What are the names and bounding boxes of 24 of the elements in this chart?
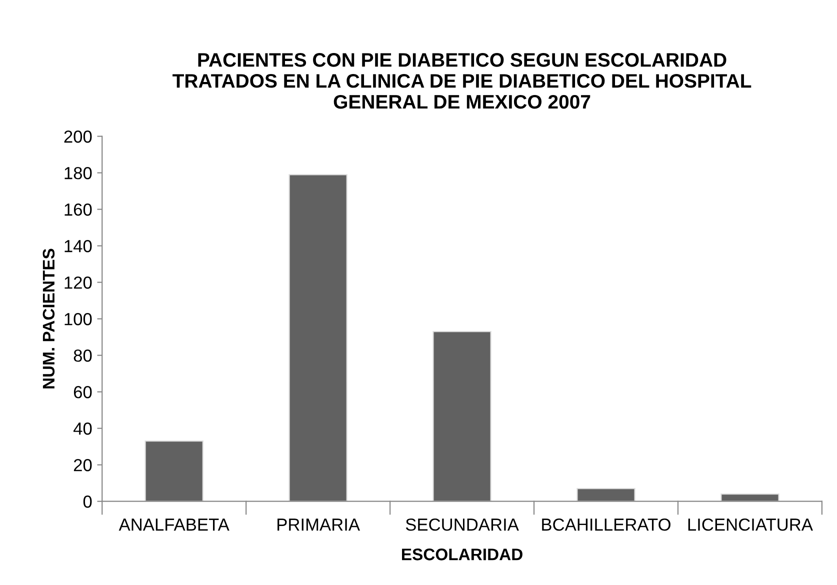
y-tick-label: 180	[64, 166, 92, 180]
y-tick-label: 200	[64, 130, 92, 143]
y-tick-label: 120	[64, 276, 92, 289]
bar	[432, 331, 492, 502]
bar	[576, 488, 636, 502]
y-tick-label: 80	[74, 349, 92, 362]
y-tick-label: 140	[64, 240, 92, 252]
x-tick-label: PRIMARIA	[278, 518, 360, 531]
y-tick-label: 160	[64, 203, 92, 216]
bar	[144, 440, 204, 502]
chart-title: PACIENTES CON PIE DIABETICO SEGUN ESCOLARIDAD TRATADOS EN LA CLINICA DE PIE DIABETICO DEL HOSPITAL GENERAL DE MEXICO 2007	[172, 53, 752, 109]
y-tick-label: 20	[74, 459, 92, 472]
x-axis-title: ESCOLARIDAD	[402, 548, 522, 560]
y-axis-title: NUM. PACIENTES	[42, 248, 55, 388]
x-tick-label: ANALFABETA	[118, 518, 230, 531]
y-tick-label: 100	[64, 312, 92, 326]
y-tick-label: 0	[83, 496, 92, 508]
y-tick-label: 40	[73, 422, 92, 435]
y-tick-label: 60	[74, 386, 92, 398]
x-tick-label: LICENCIATURA	[688, 518, 813, 531]
x-tick-label: SECUNDARIA	[406, 518, 519, 531]
x-tick-label: BCAHILLERATO	[542, 518, 670, 531]
bar	[288, 174, 348, 502]
bar	[720, 493, 780, 502]
